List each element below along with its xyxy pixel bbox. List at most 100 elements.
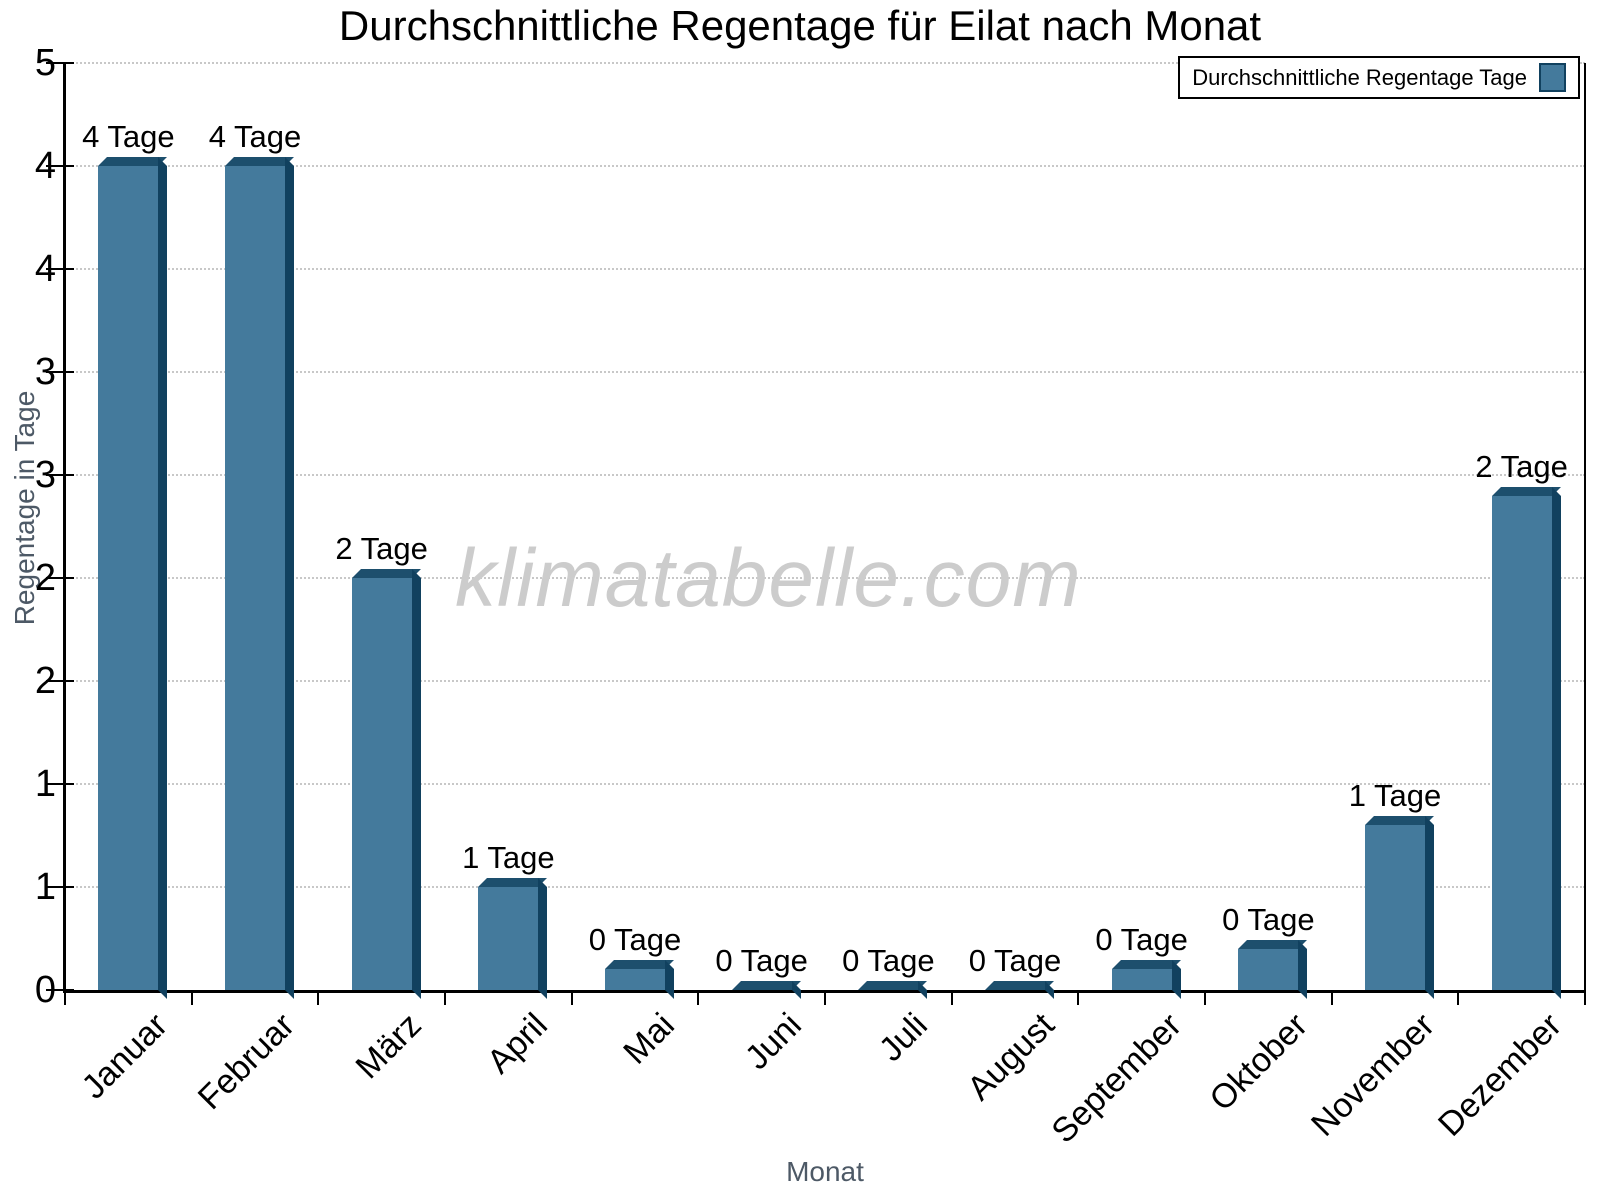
y-tick-label: 5 [34,42,56,84]
bar-top-face [478,878,548,887]
bar-top-face [225,157,294,166]
bar-oktober [1238,939,1308,999]
legend-color-swatch [1539,63,1566,92]
y-axis-title: Regentage in Tage [9,390,40,626]
y-axis-tick [46,577,74,579]
bar-front-face [1238,948,1299,990]
gridline [65,371,1585,373]
bar-top-face [98,157,168,166]
bar-side-face [1298,939,1308,999]
bar-side-face [411,569,421,999]
bar-front-face [478,887,539,990]
y-axis-tick [46,62,74,64]
y-axis-tick [46,886,74,888]
y-tick-label: 2 [34,660,56,702]
y-tick-label: 0 [34,969,56,1011]
y-axis-tick [46,268,74,270]
bar-april [478,878,548,999]
x-axis-tick [1457,990,1460,1005]
y-axis-tick [46,371,74,373]
gridline [65,165,1585,167]
bar-top-face [985,981,1054,990]
x-axis-tick [697,990,700,1005]
bar-value-label: 4 Tage [82,119,175,154]
y-tick-label: 4 [34,248,56,290]
bar-februar [225,157,294,999]
x-axis-tick [1584,990,1586,1005]
x-axis-tick [1330,990,1333,1005]
bar-front-face [1365,825,1425,990]
gridline [65,62,1585,64]
gridline [65,474,1585,476]
x-axis-tick [1077,990,1080,1005]
watermark: klimatabelle.com [455,533,1082,624]
bar-dezember [1491,486,1561,999]
y-axis-tick [46,165,74,167]
bar-value-label: 2 Tage [335,531,428,566]
y-tick-label: 1 [34,866,56,908]
y-axis-tick [46,989,74,991]
plot-right-border [1584,63,1586,993]
bar-value-label: 0 Tage [715,943,808,978]
y-axis-tick [46,474,74,476]
bar-side-face [1425,816,1434,999]
legend: Durchschnittliche Regentage Tage [1178,56,1580,99]
bar-front-face [98,166,159,990]
legend-label: Durchschnittliche Regentage Tage [1192,64,1527,90]
bar-value-label: 1 Tage [1348,778,1442,814]
x-axis-tick [824,990,826,1005]
bar-side-face [1551,486,1561,999]
bar-front-face [1111,969,1172,990]
y-axis-line [63,63,66,993]
bar-front-face [351,578,412,990]
bar-top-face [351,569,421,578]
bar-top-face [858,981,928,990]
bar-value-label: 0 Tage [1222,901,1315,937]
bar-top-face [1238,939,1308,949]
gridline [65,783,1585,785]
bar-value-label: 4 Tage [208,119,302,154]
bar-side-face [158,157,168,999]
bar-value-label: 0 Tage [588,922,682,958]
gridline [65,268,1585,270]
bar-value-label: 1 Tage [462,840,555,875]
gridline [65,577,1585,579]
bar-top-face [1365,816,1434,826]
x-axis-tick [444,990,446,1005]
x-axis-tick [1204,990,1206,1005]
bar-value-label: 0 Tage [968,943,1062,978]
chart-title: Durchschnittliche Regentage für Eilat na… [338,2,1262,49]
y-tick-label: 4 [34,145,56,187]
bar-top-face [731,981,801,990]
x-axis-title: Monat [786,1156,864,1187]
bar-side-face [1171,960,1181,999]
bar-value-label: 0 Tage [1095,922,1188,958]
bar-mai [605,960,674,999]
bar-november [1365,816,1434,999]
bar-side-face [285,157,294,999]
y-axis-tick [46,680,74,682]
y-axis-tick [46,783,74,785]
bar-front-face [225,166,285,990]
bar-value-label: 0 Tage [842,943,935,978]
y-tick-label: 2 [34,557,56,599]
bar-top-face [1111,960,1181,970]
x-axis-tick [570,990,573,1005]
bar-front-face [1491,495,1552,990]
bar-front-face [605,969,665,990]
x-axis-tick [64,990,66,1005]
bar-märz [351,569,421,999]
x-axis-tick [950,990,953,1005]
y-tick-label: 1 [34,763,56,805]
x-axis-tick [190,990,193,1005]
gridline [65,886,1585,888]
bar-top-face [1491,486,1561,496]
gridline [65,680,1585,682]
y-tick-label: 3 [34,351,56,393]
y-tick-label: 3 [34,454,56,496]
bar-value-label: 2 Tage [1475,448,1568,484]
bar-september [1111,960,1181,999]
x-axis-tick [317,990,320,1005]
bar-januar [98,157,168,999]
